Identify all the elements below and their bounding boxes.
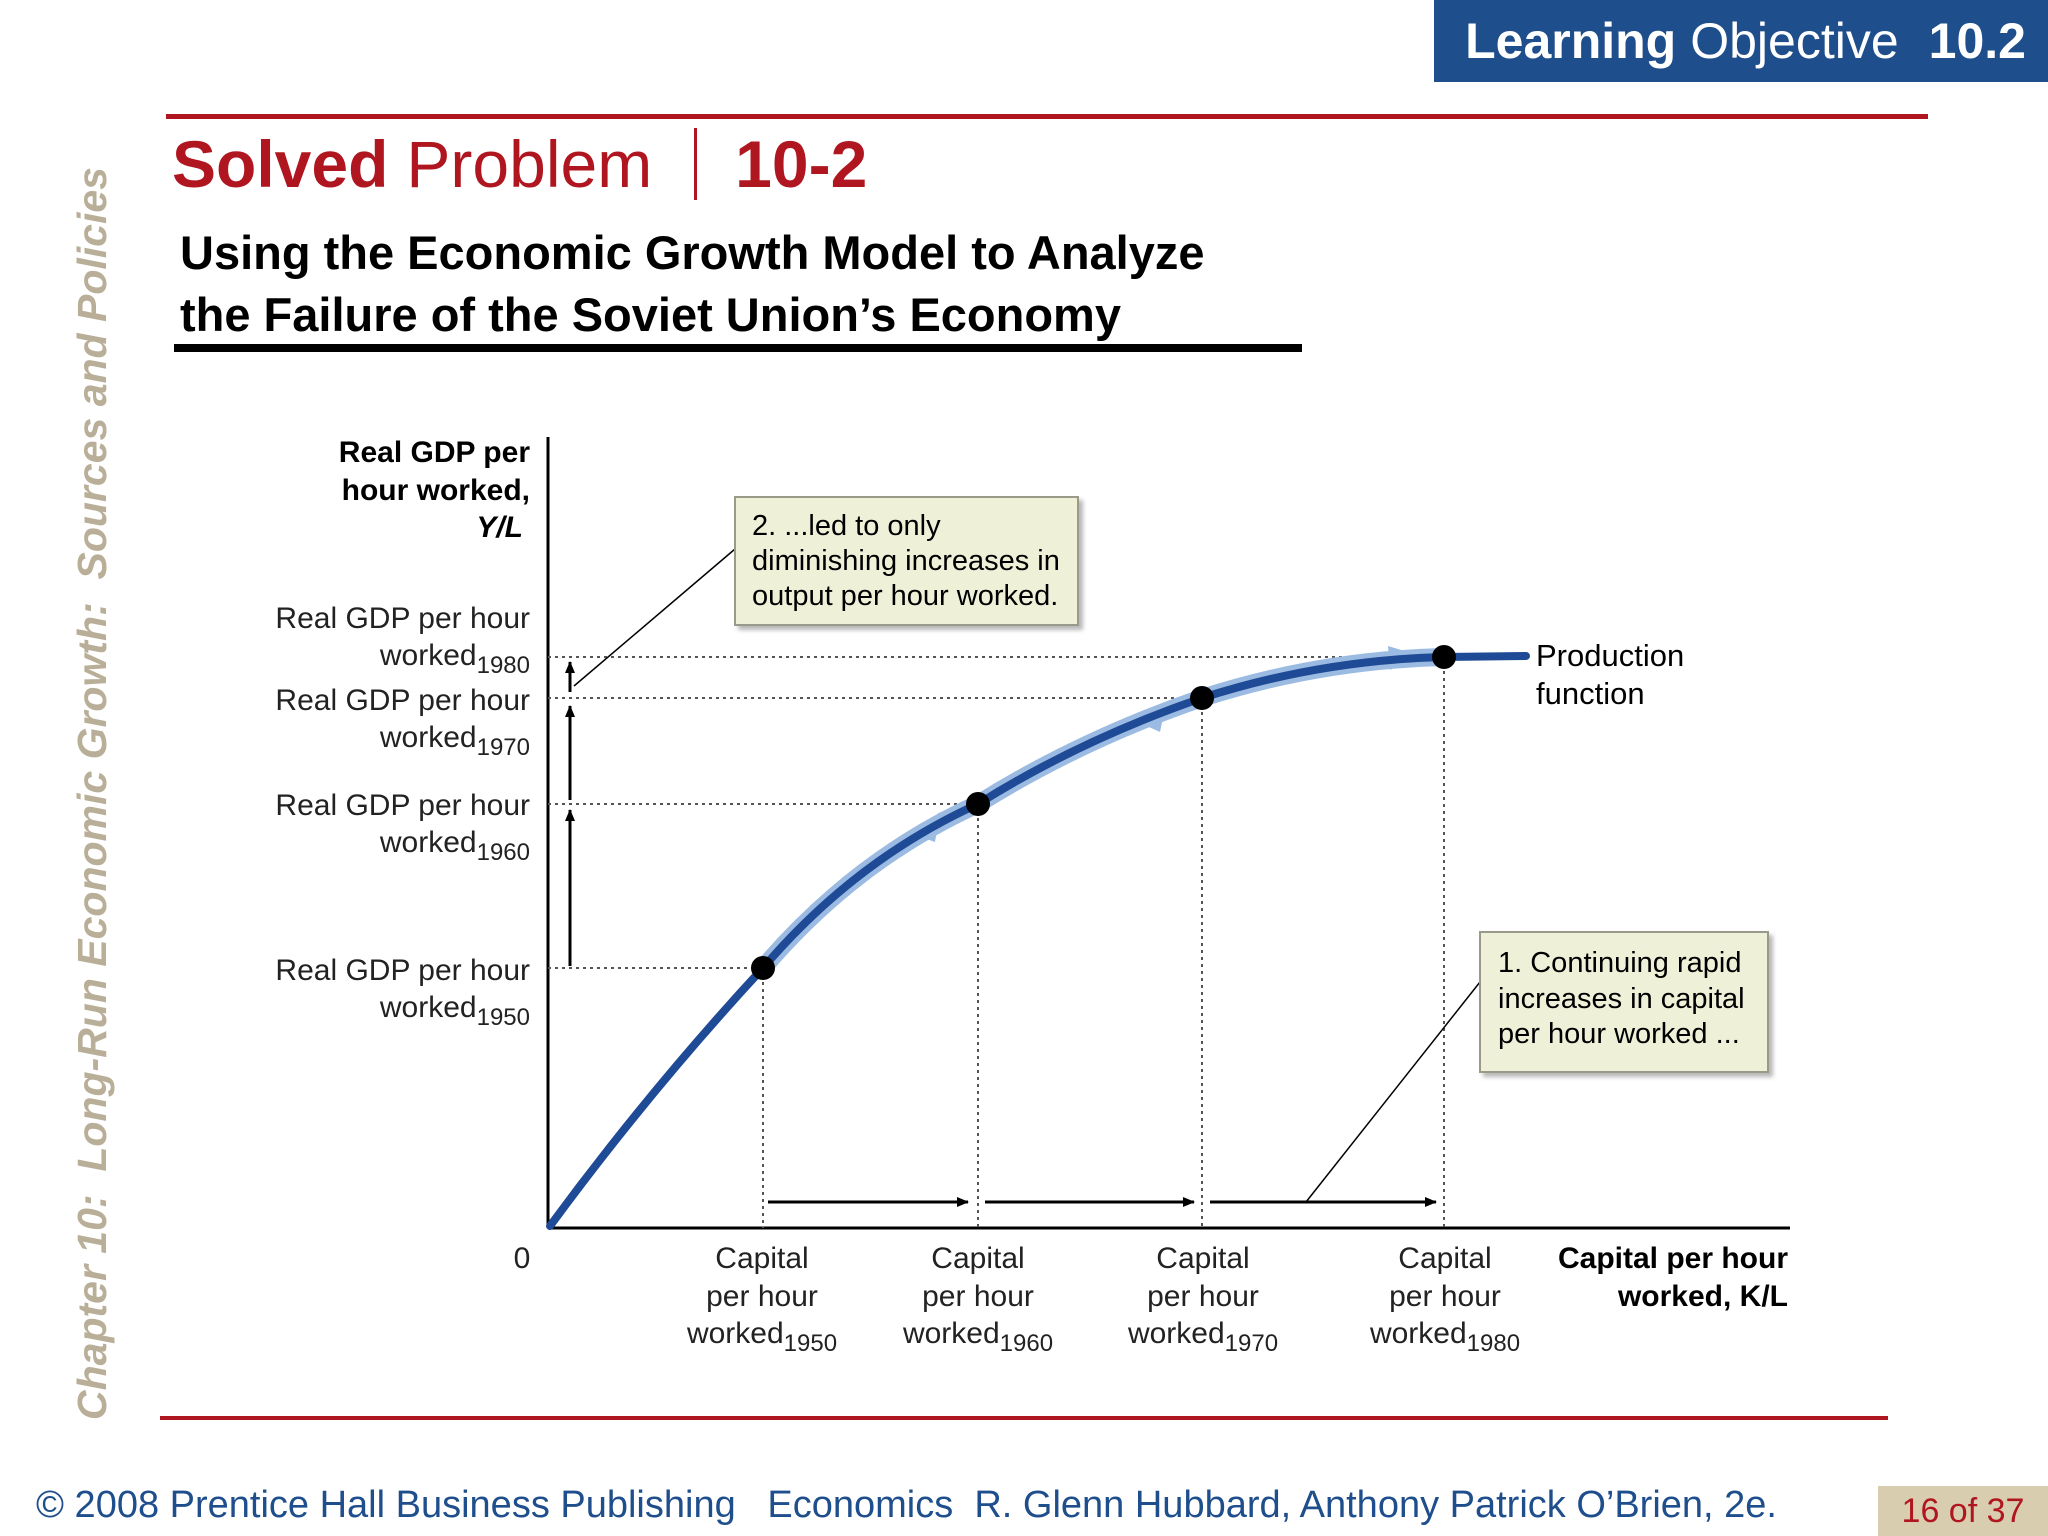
point-1960: [966, 792, 990, 816]
learning-objective-banner: Learning Objective 10.2: [1434, 0, 2048, 82]
curve-glow: [754, 648, 1453, 977]
subtitle-line-2: the Failure of the Soviet Union’s Econom…: [180, 288, 1121, 341]
curve-glow-arrows: [912, 646, 1418, 842]
page-number: 16 of 37: [1878, 1486, 2048, 1536]
x-tick-1970-line-1: Capital: [1156, 1242, 1249, 1275]
title-rest: Problem: [406, 127, 653, 201]
page-title: Solved Problem 10-2: [172, 124, 867, 204]
x-tick-1980-sub: 1980: [1467, 1330, 1520, 1357]
x-tick-1960-sub: 1960: [1000, 1330, 1053, 1357]
annotation-top-line-1: 2. ...led to only: [752, 510, 941, 542]
x-tick-1950-sub: 1950: [784, 1330, 837, 1357]
origin-label: 0: [514, 1242, 531, 1275]
annotation-top-line-2: diminishing increases in: [752, 545, 1060, 577]
point-1980: [1432, 645, 1456, 669]
x-axis-title-line-1: Capital per hour: [1558, 1242, 1788, 1275]
x-tick-1970-line-2: per hour: [1147, 1280, 1259, 1313]
production-function-curve: [546, 652, 1530, 1230]
title-separator: [694, 128, 698, 200]
x-tick-1950-word: worked: [686, 1317, 784, 1350]
guide-lines: [548, 656, 1445, 1228]
x-tick-labels: Capital per hour worked1950 Capital per …: [686, 1242, 1520, 1357]
x-tick-1960-word: worked: [902, 1317, 1000, 1350]
y-axis-title-line-1: Real GDP per: [339, 436, 531, 469]
y-tick-labels: Real GDP per hour worked1980 Real GDP pe…: [275, 602, 530, 1031]
x-tick-1960-line-1: Capital: [931, 1242, 1024, 1275]
x-tick-1980-line-3: worked1980: [1369, 1317, 1520, 1357]
point-1970: [1190, 686, 1214, 710]
y-tick-1950-word: worked: [379, 991, 477, 1024]
title-bold: Solved: [172, 127, 389, 201]
title-number: 10-2: [735, 127, 868, 201]
y-axis-title: Real GDP per hour worked, Y/L: [339, 436, 531, 544]
x-tick-1980-line-1: Capital: [1398, 1242, 1491, 1275]
y-tick-1950-line-2: worked1950: [379, 991, 530, 1031]
x-axis-title-line-2: worked, K/L: [1617, 1280, 1788, 1313]
y-tick-1960-line-1: Real GDP per hour: [275, 789, 530, 822]
x-tick-1980-line-2: per hour: [1389, 1280, 1501, 1313]
y-tick-1970-sub: 1970: [477, 734, 530, 761]
leader-top: [573, 548, 736, 687]
subtitle: Using the Economic Growth Model to Analy…: [180, 222, 1300, 346]
curve-label-line-1: Production: [1536, 638, 1684, 673]
annotation-bottom-line-3: per hour worked ...: [1498, 1018, 1740, 1050]
data-points: [751, 645, 1456, 980]
y-tick-1960-line-2: worked1960: [379, 826, 530, 866]
x-tick-1970-sub: 1970: [1225, 1330, 1278, 1357]
annotation-top-line-3: output per hour worked.: [752, 580, 1058, 612]
y-tick-1950-sub: 1950: [477, 1004, 530, 1031]
annotation-bottom-line-2: increases in capital: [1498, 983, 1745, 1015]
y-tick-1980-sub: 1980: [477, 652, 530, 679]
x-tick-1980-word: worked: [1369, 1317, 1467, 1350]
y-tick-1950-line-1: Real GDP per hour: [275, 954, 530, 987]
annotation-bottom-box: [1479, 931, 1769, 1073]
x-tick-1950-line-3: worked1950: [686, 1317, 837, 1357]
y-tick-1970-line-2: worked1970: [379, 721, 530, 761]
point-1950: [751, 956, 775, 980]
y-tick-1960-sub: 1960: [477, 839, 530, 866]
leader-bottom: [1305, 981, 1481, 1203]
annotation-bottom: 1. Continuing rapid increases in capital…: [1479, 931, 1769, 1073]
x-tick-1950-line-2: per hour: [706, 1280, 818, 1313]
x-tick-1960-line-2: per hour: [922, 1280, 1034, 1313]
y-tick-1980-line-2: worked1980: [379, 639, 530, 679]
learning-objective-label: Objective: [1690, 13, 1899, 69]
subtitle-line-1: Using the Economic Growth Model to Analy…: [180, 226, 1205, 279]
x-tick-1970-line-3: worked1970: [1127, 1317, 1278, 1357]
annotation-top-box: [734, 496, 1079, 626]
footer-copyright: © 2008 Prentice Hall Business Publishing…: [36, 1484, 1777, 1526]
y-tick-1970-line-1: Real GDP per hour: [275, 684, 530, 717]
subtitle-underline: [174, 344, 1302, 352]
x-tick-1970-word: worked: [1127, 1317, 1225, 1350]
y-tick-1960-word: worked: [379, 826, 477, 859]
y-tick-1970-word: worked: [379, 721, 477, 754]
y-tick-1980-word: worked: [379, 639, 477, 672]
learning-objective-bold: Learning: [1465, 13, 1677, 69]
y-axis-title-line-2: hour worked,: [342, 474, 530, 507]
curve-label-line-2: function: [1536, 676, 1645, 711]
bottom-divider: [160, 1416, 1888, 1420]
y-tick-1980-line-1: Real GDP per hour: [275, 602, 530, 635]
annotation-top: 2. ...led to only diminishing increases …: [734, 496, 1079, 626]
x-tick-1960-line-3: worked1960: [902, 1317, 1053, 1357]
y-axis-title-line-3: Y/L: [476, 511, 523, 544]
learning-objective-number: 10.2: [1928, 13, 2026, 69]
x-tick-1950-line-1: Capital: [715, 1242, 808, 1275]
x-axis-title: Capital per hour worked, K/L: [1558, 1242, 1788, 1313]
annotation-bottom-line-1: 1. Continuing rapid: [1498, 947, 1741, 979]
top-divider: [166, 114, 1928, 119]
